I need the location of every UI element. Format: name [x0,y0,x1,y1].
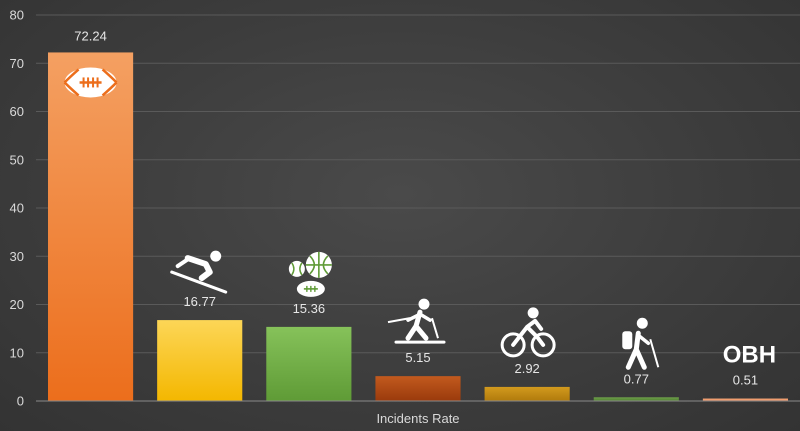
football-icon [63,67,118,98]
data-labels: 72.24 16.77 15.36 5.15 2.92 0.77 0.51 [74,28,758,387]
data-label: 2.92 [514,361,539,376]
bars [48,52,788,401]
data-label: 5.15 [405,350,430,365]
data-label: 15.36 [293,301,326,316]
cross-country-ski-icon [387,298,446,344]
hiking-icon [622,317,660,370]
bar [375,376,461,401]
bar [48,52,134,401]
data-label: 72.24 [74,28,107,43]
y-tick-label: 30 [10,249,24,264]
y-tick-label: 70 [10,56,24,71]
bar [593,397,679,401]
y-tick-label: 0 [17,394,24,409]
category-icons: OBH [63,67,776,370]
y-axis-ticks: 0 10 20 30 40 50 60 70 80 [10,8,24,409]
skiing-icon [170,250,228,294]
data-label: 16.77 [183,294,216,309]
y-tick-label: 60 [10,104,24,119]
x-axis-label: Incidents Rate [376,411,459,426]
obh-label: OBH [723,342,776,369]
cycling-icon [500,307,556,358]
y-tick-label: 80 [10,8,24,23]
data-label: 0.77 [624,371,649,386]
y-tick-label: 20 [10,297,24,312]
y-tick-label: 50 [10,152,24,167]
ball-sports-icon [288,251,332,297]
data-label: 0.51 [733,373,758,388]
bar [484,386,570,401]
bar [266,326,352,401]
bar [157,320,243,401]
y-tick-label: 40 [10,201,24,216]
gridlines [36,14,800,354]
y-tick-label: 10 [10,345,24,360]
bar [702,398,788,401]
